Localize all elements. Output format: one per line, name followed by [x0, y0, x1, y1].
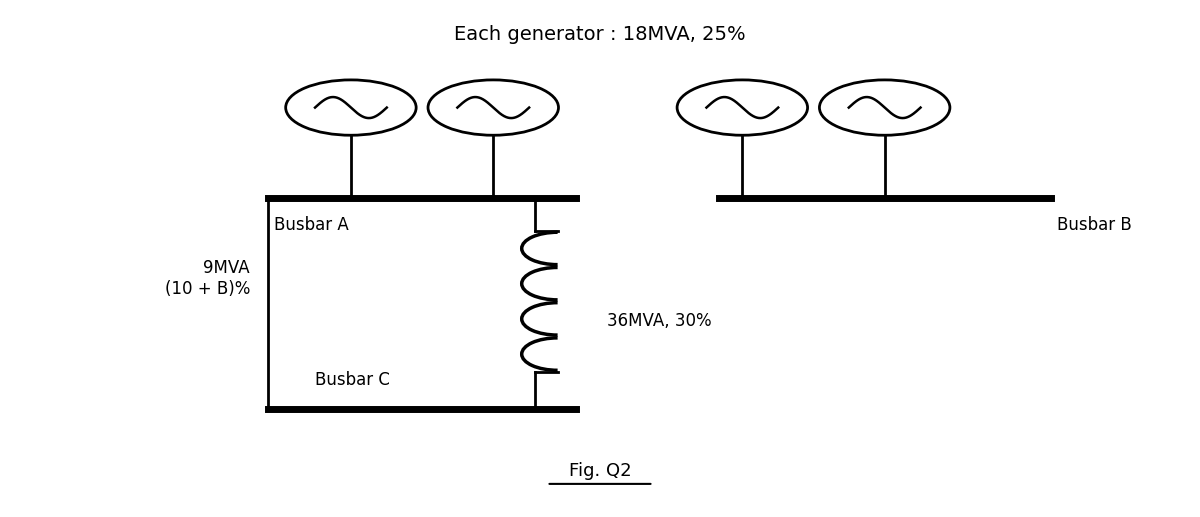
Text: 9MVA
(10 + B)%: 9MVA (10 + B)% — [164, 259, 250, 298]
Text: Busbar B: Busbar B — [1057, 216, 1132, 234]
Text: 36MVA, 30%: 36MVA, 30% — [606, 312, 712, 330]
Text: Busbar A: Busbar A — [274, 216, 348, 234]
Text: Each generator : 18MVA, 25%: Each generator : 18MVA, 25% — [454, 24, 746, 43]
Text: Busbar C: Busbar C — [316, 371, 390, 389]
Text: Fig. Q2: Fig. Q2 — [569, 462, 631, 480]
